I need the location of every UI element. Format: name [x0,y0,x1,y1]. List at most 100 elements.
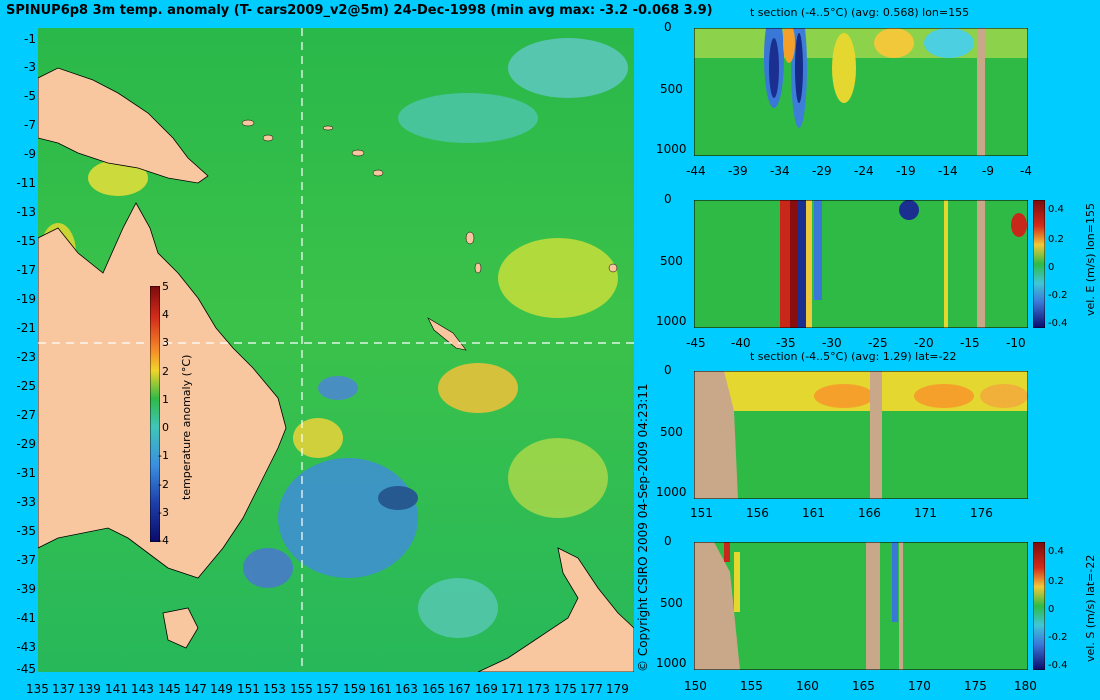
map-y-tick: -19 [16,292,36,306]
panel4-x-tick: 160 [796,679,819,693]
colorbar-tick: 0 [1048,604,1055,615]
panel3-temp-section-lat-22 [694,371,1028,499]
panel2-x-tick: -25 [868,336,888,350]
map-y-tick: -5 [24,89,36,103]
panel3-x-axis: 151 156 161 166 171 176 [690,506,1030,522]
panel4-x-tick: 175 [964,679,987,693]
colorbar-tick: -2 [158,478,169,491]
panel2-y-tick: 500 [660,254,683,268]
tasmania-land [162,607,199,649]
panel2-y-tick: 0 [664,192,672,206]
map-y-tick: -1 [24,32,36,46]
map-y-tick: -15 [16,234,36,248]
map-y-tick: -43 [16,640,36,654]
panel1-y-tick: 500 [660,82,683,96]
colorbar-tick: 0 [162,421,169,434]
velocity-east-colorbar-ticks: 0.4 0.2 0 -0.2 -0.4 [1048,196,1078,332]
colorbar-tick: -0.4 [1048,318,1068,329]
panel2-x-tick: -20 [914,336,934,350]
panel2-x-tick: -30 [822,336,842,350]
velocity-south-label: vel. S (m/s) lat=-22 [1084,554,1097,662]
map-y-tick: -17 [16,263,36,277]
panel3-y-tick: 1000 [656,485,687,499]
map-x-tick: 167 [448,682,471,696]
panel1-x-tick: -9 [982,164,994,178]
panel4-x-axis: 150 155 160 165 170 175 180 [684,679,1044,695]
velocity-east-label: vel. E (m/s) lon=155 [1084,203,1097,316]
panel2-x-axis: -45 -40 -35 -30 -25 -20 -15 -10 -5 [686,336,1046,352]
panel1-title: t section (-4..5°C) (avg: 0.568) lon=155 [750,6,970,19]
panel1-y-tick: 0 [664,20,672,34]
colorbar-tick: -0.4 [1048,660,1068,671]
map-y-tick: -13 [16,205,36,219]
panel4-x-tick: 150 [684,679,707,693]
colorbar-tick: 0.4 [1048,204,1064,215]
velocity-south-colorbar [1033,542,1045,670]
panel4-x-tick: 165 [852,679,875,693]
panel3-y-tick: 0 [664,363,672,377]
pacific-islands [241,119,618,274]
colorbar-tick: 0 [1048,262,1055,273]
panel2-x-tick: -10 [1006,336,1026,350]
map-y-tick: -25 [16,379,36,393]
panel1-x-tick: -14 [938,164,958,178]
map-x-tick: 177 [580,682,603,696]
map-x-axis: 135 137 139 141 143 145 147 149 151 153 … [26,682,636,698]
panel2-velocity-east-section [694,200,1028,328]
map-y-tick: -23 [16,350,36,364]
map-y-tick: -35 [16,524,36,538]
panel3-x-tick: 171 [914,506,937,520]
panel1-x-tick: -39 [728,164,748,178]
map-x-tick: 149 [210,682,233,696]
panel1-y-tick: 1000 [656,142,687,156]
copyright-text: © Copyright CSIRO 2009 04-Sep-2009 04:23… [636,383,650,672]
panel1-x-tick: -44 [686,164,706,178]
panel2-x-tick: -15 [960,336,980,350]
australia-land [38,202,287,579]
panel1-temp-section-lon155 [694,28,1028,156]
map-x-tick: 165 [422,682,445,696]
map-y-tick: -33 [16,495,36,509]
map-x-tick: 171 [501,682,524,696]
map-x-tick: 173 [527,682,550,696]
panel1-x-tick: -4 [1020,164,1032,178]
map-x-tick: 153 [263,682,286,696]
map-x-tick: 145 [158,682,181,696]
panel3-title: t section (-4..5°C) (avg: 1.29) lat=-22 [750,350,957,363]
new-guinea-land [38,67,209,184]
colorbar-tick: 0.2 [1048,234,1064,245]
map-y-axis: -1 -3 -5 -7 -9 -11 -13 -15 -17 -19 -21 -… [2,28,36,676]
panel3-x-tick: 151 [690,506,713,520]
colorbar-tick: 0.4 [1048,546,1064,557]
map-x-tick: 137 [52,682,75,696]
panel4-velocity-south-section [694,542,1028,670]
velocity-south-colorbar-ticks: 0.4 0.2 0 -0.2 -0.4 [1048,538,1078,674]
colorbar-tick: 5 [162,280,169,293]
colorbar-tick: -0.2 [1048,632,1068,643]
map-y-tick: -3 [24,60,36,74]
panel4-x-tick: 170 [908,679,931,693]
map-y-tick: -7 [24,118,36,132]
colorbar-tick: -3 [158,506,169,519]
panel3-x-tick: 176 [970,506,993,520]
panel2-x-tick: -40 [731,336,751,350]
map-y-tick: -27 [16,408,36,422]
panel1-x-tick: -24 [854,164,874,178]
panel2-y-tick: 1000 [656,314,687,328]
map-x-tick: 147 [184,682,207,696]
panel2-x-tick: -45 [686,336,706,350]
new-caledonia-land [427,317,467,351]
panel1-x-tick: -29 [812,164,832,178]
colorbar-tick: -4 [158,534,169,547]
map-x-tick: 141 [105,682,128,696]
panel4-y-tick: 500 [660,596,683,610]
map-x-tick: 161 [369,682,392,696]
map-y-tick: -41 [16,611,36,625]
map-x-tick: 175 [554,682,577,696]
map-y-tick: -37 [16,553,36,567]
map-x-tick: 157 [316,682,339,696]
panel2-x-tick: -35 [776,336,796,350]
panel4-y-tick: 1000 [656,656,687,670]
panel3-x-tick: 166 [858,506,881,520]
temperature-colorbar-ticks: 5 4 3 2 1 0 -1 -2 -3 -4 [158,280,182,550]
